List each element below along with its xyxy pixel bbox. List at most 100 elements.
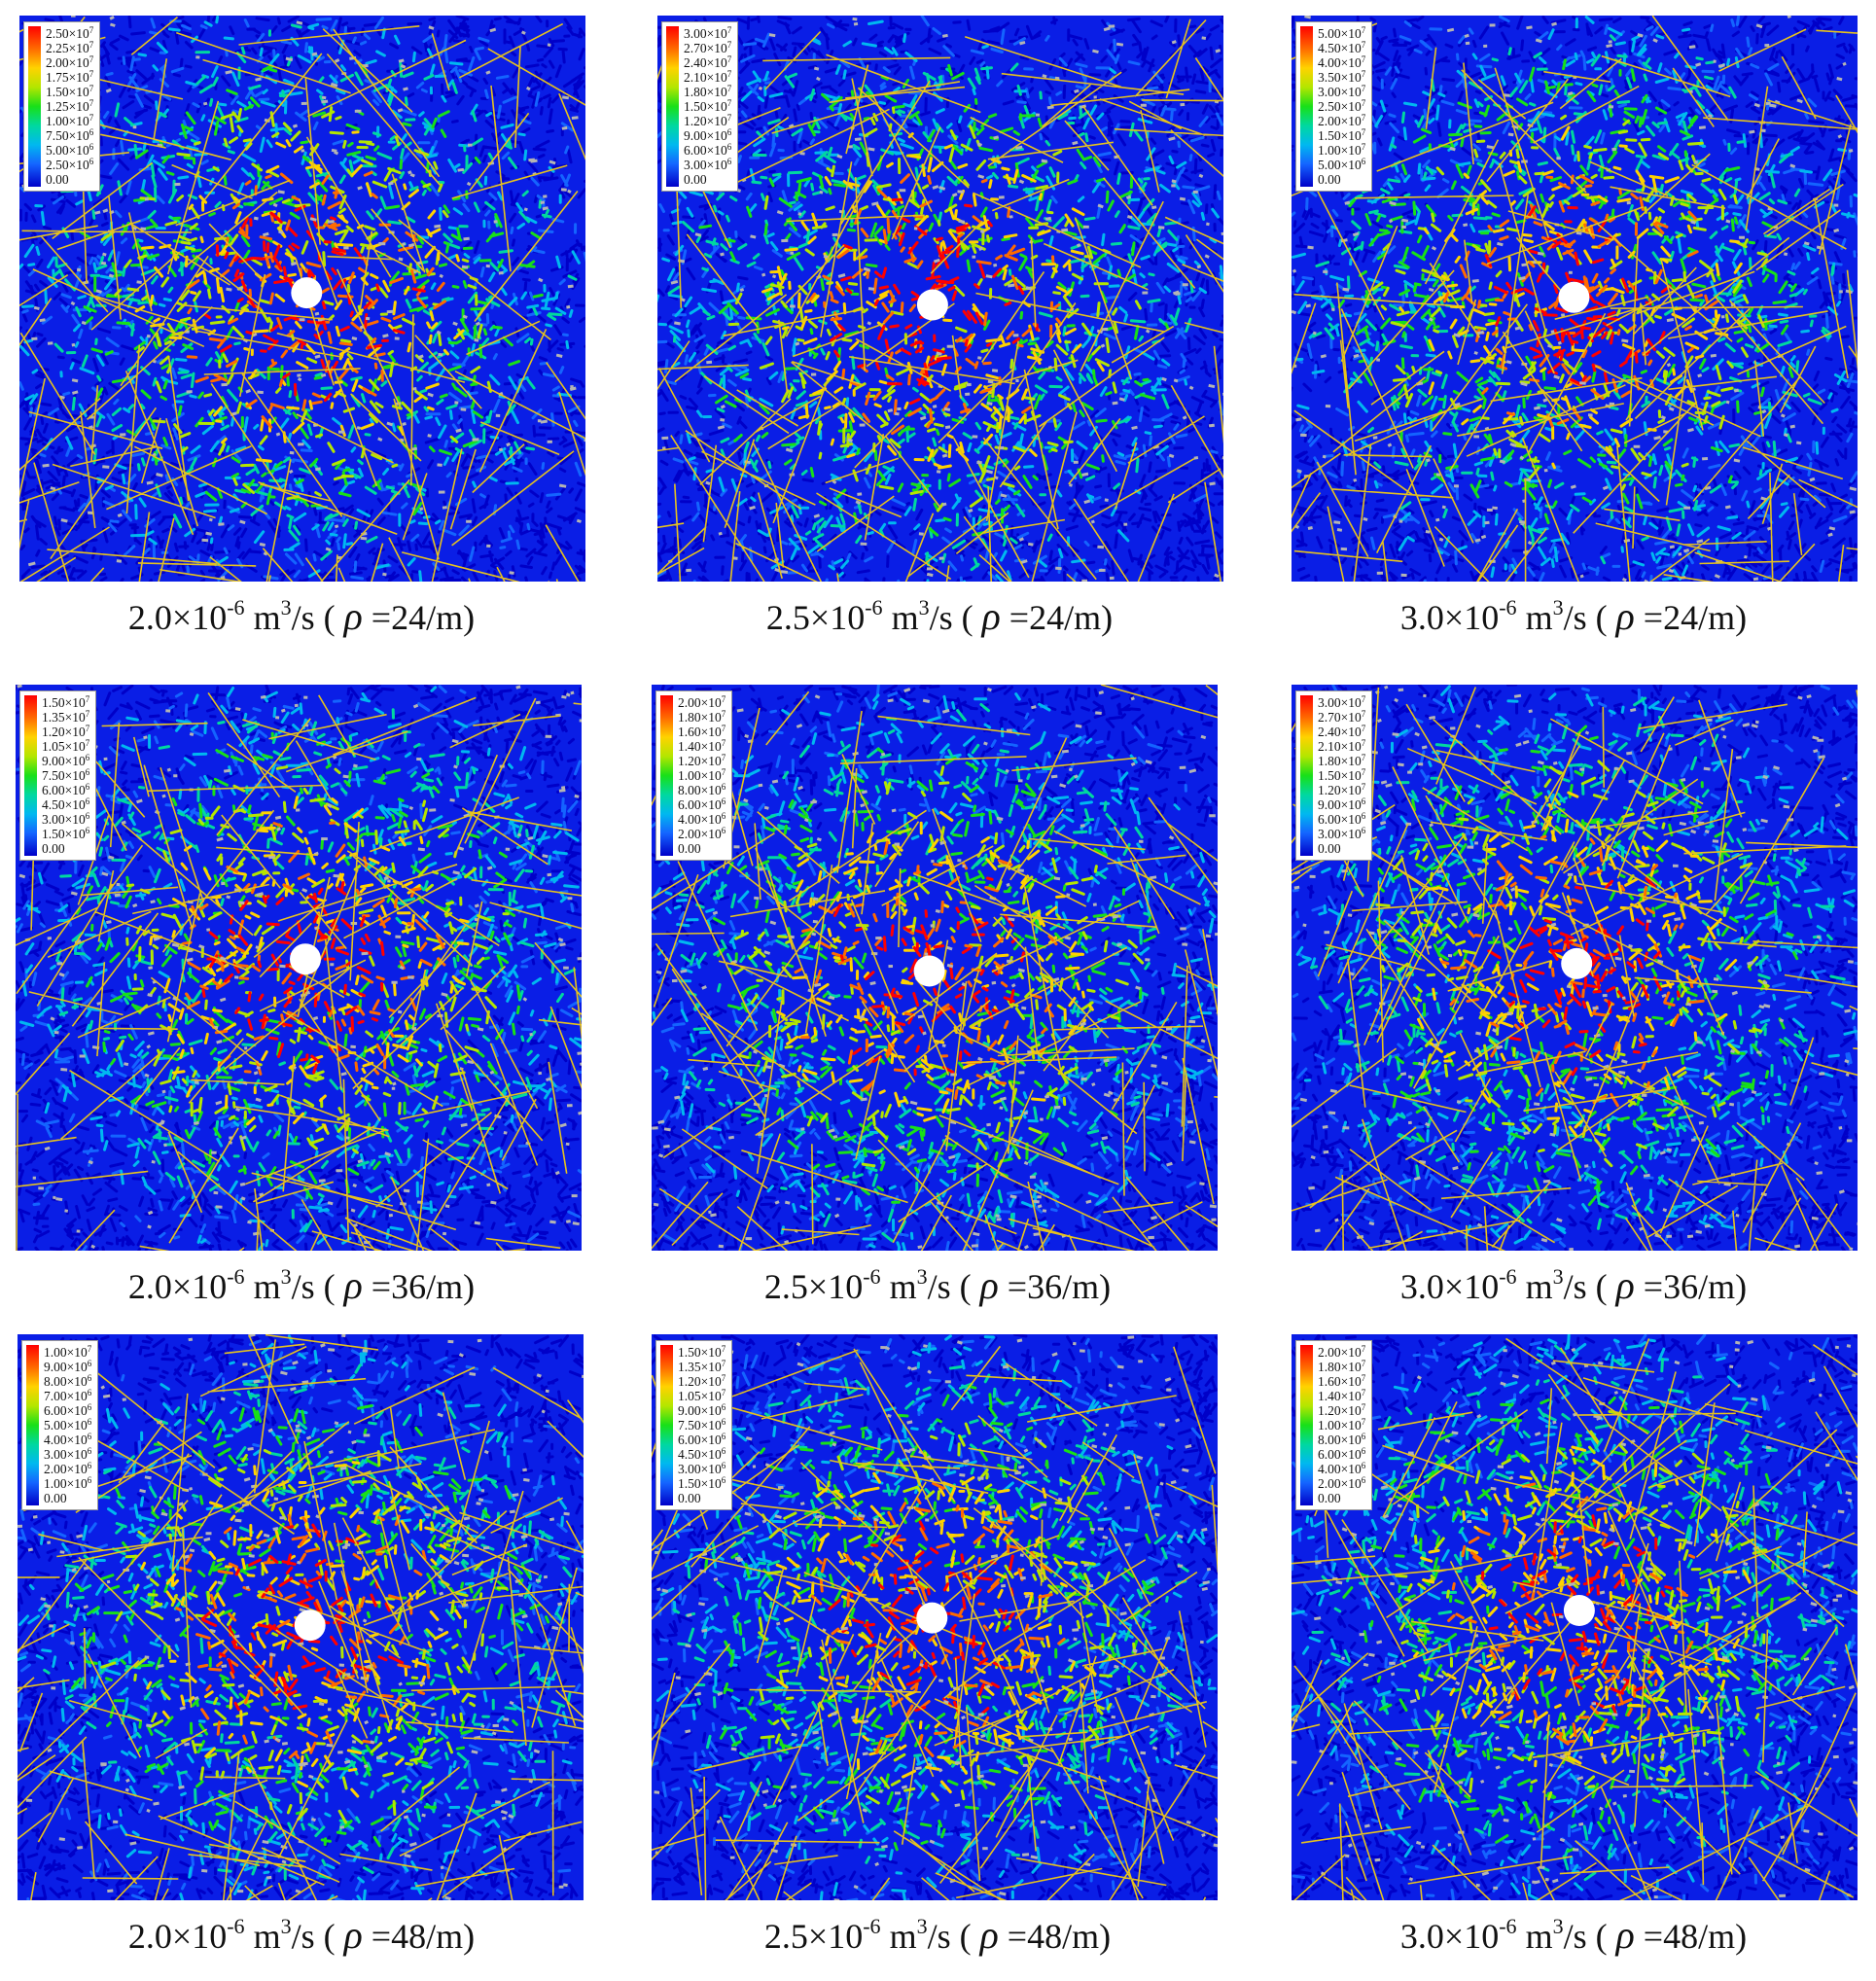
- caption-2: 2.5×10-6 m3/s ( ρ =24/m): [638, 593, 1241, 639]
- fibers: [657, 18, 1223, 582]
- tick-exponent: 6: [721, 1461, 726, 1470]
- colorbar: [666, 26, 679, 187]
- tick-mantissa: 1.20×10: [1318, 1403, 1362, 1418]
- panel-8: 1.50×107 1.35×107 1.20×107 1.05×107 9.00×106…: [652, 1334, 1218, 1900]
- tick-mantissa: 2.00×10: [1318, 114, 1362, 128]
- caption-unit: m: [1516, 598, 1553, 637]
- tick-exponent: 6: [721, 811, 726, 821]
- caption-rho: ρ: [1615, 1913, 1635, 1957]
- colorbar-tick-label: 1.35×107: [42, 710, 89, 725]
- caption-unit-rest: /s (: [927, 1917, 980, 1956]
- colorbar-tick-label: 1.40×107: [678, 739, 726, 755]
- tick-exponent: 7: [721, 1359, 726, 1368]
- tick-exponent: 7: [1361, 738, 1366, 748]
- colorbar-tick-label: 4.50×106: [42, 797, 89, 813]
- tick-exponent: 7: [88, 69, 94, 79]
- tick-exponent: 7: [721, 724, 726, 733]
- caption-rho: ρ: [343, 594, 363, 638]
- tick-mantissa: 4.50×10: [678, 1447, 722, 1462]
- colorbar-tick-label: 1.20×107: [1318, 783, 1365, 798]
- tick-exponent: 7: [88, 40, 94, 50]
- panel-7: 1.00×107 9.00×106 8.00×106 7.00×106 6.00×106…: [18, 1334, 584, 1900]
- caption-rho: ρ: [979, 1913, 999, 1957]
- colorbar-legend: 2.00×107 1.80×107 1.60×107 1.40×107 1.20×107…: [1295, 1340, 1373, 1510]
- tick-mantissa: 2.00×10: [1318, 1476, 1362, 1491]
- tick-mantissa: 5.00×10: [44, 1418, 88, 1433]
- stress-field-image: [1292, 16, 1858, 582]
- colorbar-tick-label: 1.80×107: [1318, 1360, 1365, 1375]
- crack-segment-group: [698, 63, 1170, 537]
- colorbar-tick-label: 3.00×106: [684, 158, 731, 173]
- colorbar: [1300, 1345, 1313, 1505]
- tick-mantissa: 0.00: [678, 841, 701, 856]
- tick-mantissa: 1.80×10: [1318, 1360, 1362, 1374]
- tick-exponent: 7: [1361, 1373, 1366, 1383]
- tick-mantissa: 1.00×10: [1318, 1418, 1362, 1433]
- stress-field-image: [657, 16, 1223, 582]
- colorbar-tick-label: 2.00×106: [44, 1461, 92, 1477]
- tick-exponent: 6: [85, 767, 90, 777]
- colorbar-tick-label: 3.00×107: [684, 26, 731, 42]
- crack-segment-group: [832, 876, 1026, 1077]
- tick-exponent: 7: [1361, 709, 1366, 719]
- caption-density: =48/m): [362, 1917, 476, 1956]
- colorbar-tick-label: 3.00×106: [1318, 827, 1365, 842]
- tick-exponent: 7: [721, 1373, 726, 1383]
- grain-particles: [1293, 685, 1858, 1251]
- colorbar-tick-label: 9.00×106: [1318, 797, 1365, 813]
- tick-exponent: 7: [1361, 694, 1366, 704]
- tick-mantissa: 6.00×10: [1318, 812, 1362, 827]
- colorbar-tick-label: 0.00: [684, 172, 731, 187]
- tick-exponent: 7: [88, 98, 94, 108]
- tick-mantissa: 9.00×10: [684, 128, 727, 143]
- tick-exponent: 6: [88, 157, 94, 166]
- colorbar-tick-label: 8.00×106: [678, 783, 726, 798]
- colorbar-tick-label: 1.00×107: [678, 768, 726, 784]
- colorbar-tick-label: 2.00×106: [1318, 1476, 1365, 1492]
- tick-mantissa: 1.60×10: [1318, 1374, 1362, 1389]
- colorbar: [660, 1345, 673, 1505]
- tick-exponent: 6: [88, 142, 94, 152]
- colorbar-tick-label: 4.50×106: [678, 1447, 726, 1463]
- colorbar-tick-label: 1.00×106: [44, 1476, 91, 1492]
- tick-mantissa: 1.60×10: [678, 725, 722, 739]
- colorbar-tick-label: 2.70×107: [684, 41, 731, 56]
- panel-5: 2.00×107 1.80×107 1.60×107 1.40×107 1.20×107…: [652, 685, 1218, 1251]
- colorbar-tick-label: 1.50×107: [42, 695, 89, 711]
- tick-mantissa: 1.05×10: [678, 1389, 722, 1403]
- colorbar-tick-label: 1.20×107: [684, 114, 731, 129]
- colorbar-tick-label: 1.50×106: [42, 827, 89, 842]
- tick-mantissa: 1.50×10: [684, 99, 727, 114]
- colorbar-ticks: 1.00×107 9.00×106 8.00×106 7.00×106 6.00×106…: [44, 1345, 92, 1506]
- caption-density: =48/m): [998, 1917, 1112, 1956]
- caption-9: 3.0×10-6 m3/s ( ρ =48/m): [1272, 1912, 1875, 1958]
- stress-field-image: [19, 16, 585, 582]
- stress-field-image: [18, 1334, 584, 1900]
- colorbar-tick-label: 1.05×107: [678, 1389, 726, 1404]
- colorbar-tick-label: 3.00×107: [1318, 694, 1366, 711]
- tick-exponent: 6: [87, 1461, 92, 1470]
- colorbar-tick-label: 2.50×106: [46, 157, 94, 173]
- colorbar-tick-label: 2.50×107: [1318, 99, 1365, 115]
- colorbar-legend: 3.00×107 2.70×107 2.40×107 2.10×107 1.80×107…: [661, 21, 739, 192]
- colorbar-tick-label: 1.50×106: [678, 1476, 726, 1492]
- colorbar-legend: 1.50×107 1.35×107 1.20×107 1.05×107 9.00×106…: [19, 690, 97, 861]
- tick-exponent: 7: [1361, 84, 1366, 93]
- caption-rho: ρ: [343, 1263, 363, 1307]
- colorbar-tick-label: 7.50×106: [678, 1418, 726, 1433]
- colorbar: [28, 26, 41, 187]
- caption-unit-exponent: 3: [918, 595, 930, 619]
- fibers: [16, 690, 582, 1251]
- tick-mantissa: 1.00×10: [1318, 143, 1362, 158]
- colorbar-ticks: 2.00×107 1.80×107 1.60×107 1.40×107 1.20×107…: [1318, 1345, 1366, 1506]
- crack-segments: [19, 16, 585, 582]
- tick-mantissa: 1.75×10: [46, 70, 89, 85]
- colorbar-tick-label: 1.40×107: [1318, 1389, 1365, 1404]
- caption-density: =48/m): [1634, 1917, 1748, 1956]
- tick-mantissa: 3.00×10: [42, 812, 86, 827]
- tick-exponent: 6: [85, 811, 90, 821]
- colorbar-tick-label: 7.00×106: [44, 1389, 91, 1404]
- fibers: [1292, 687, 1858, 1251]
- colorbar-tick-label: 4.00×107: [1318, 55, 1365, 71]
- colorbar-tick-label: 1.50×107: [46, 85, 93, 100]
